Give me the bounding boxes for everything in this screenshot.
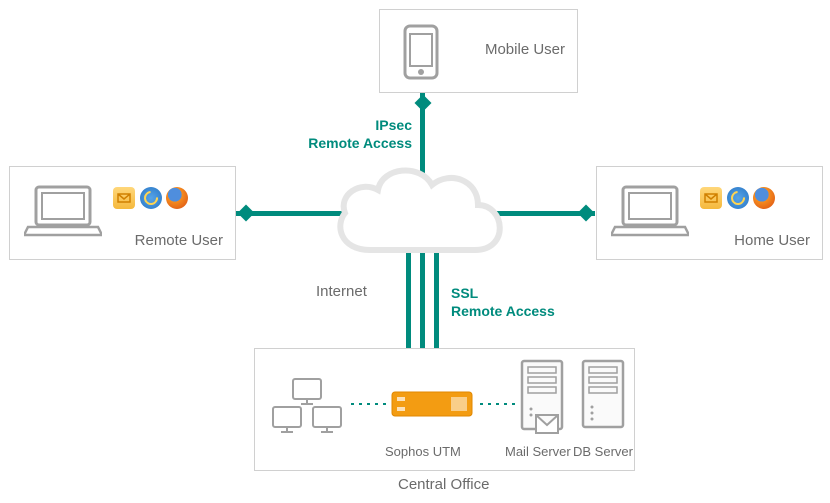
- remote-user-label: Remote User: [135, 232, 223, 249]
- utm-device-icon: [391, 391, 473, 417]
- connector-remote: [238, 205, 255, 222]
- dotted-right: [480, 403, 515, 405]
- mail-server-icon: [520, 359, 564, 437]
- connector-home: [578, 205, 595, 222]
- internet-label: Internet: [316, 283, 367, 300]
- ie-icon: [727, 187, 749, 209]
- cloud-icon: [320, 155, 520, 285]
- laptop-icon: [24, 185, 102, 239]
- outlook-icon: [113, 187, 135, 209]
- firefox-icon: [753, 187, 775, 209]
- connector-mobile: [415, 95, 432, 112]
- db-server-icon: [581, 359, 625, 429]
- home-user-label: Home User: [734, 232, 810, 249]
- firefox-icon: [166, 187, 188, 209]
- outlook-icon: [700, 187, 722, 209]
- mobile-user-label: Mobile User: [485, 41, 565, 58]
- ipsec-label: IPsec Remote Access: [307, 116, 412, 152]
- ie-icon: [140, 187, 162, 209]
- db-server-label: DB Server: [573, 444, 633, 459]
- mobile-user-box: Mobile User: [379, 9, 578, 93]
- laptop-icon: [611, 185, 689, 239]
- dotted-left: [351, 403, 386, 405]
- mail-server-label: Mail Server: [505, 444, 571, 459]
- central-office-label: Central Office: [398, 476, 489, 493]
- remote-user-box: Remote User: [9, 166, 236, 260]
- phone-icon: [403, 24, 439, 80]
- home-user-box: Home User: [596, 166, 823, 260]
- monitors-icon: [269, 377, 345, 435]
- utm-label: Sophos UTM: [385, 444, 461, 459]
- central-office-box: Sophos UTM Mail Server DB Server: [254, 348, 635, 471]
- ssl-label: SSL Remote Access: [451, 284, 555, 320]
